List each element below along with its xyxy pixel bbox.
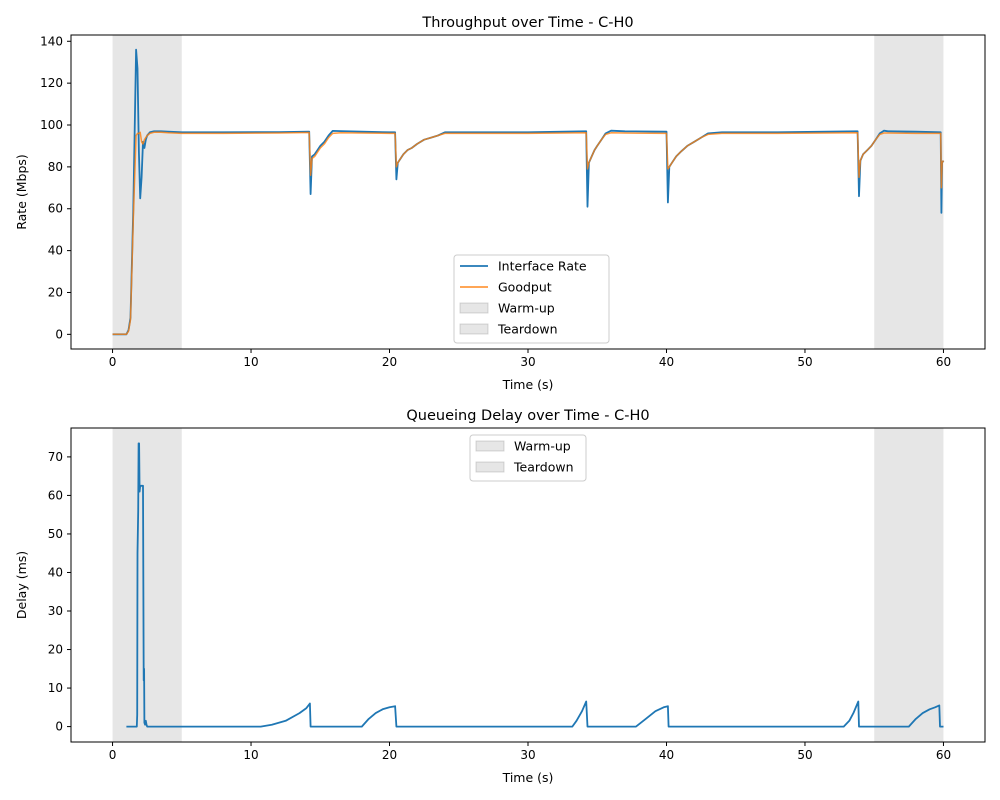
legend-label: Interface Rate xyxy=(498,259,587,274)
legend-swatch xyxy=(459,323,489,335)
x-tick-label: 20 xyxy=(382,355,397,369)
chart-title: Queueing Delay over Time - C-H0 xyxy=(406,408,649,424)
chart-title: Throughput over Time - C-H0 xyxy=(421,15,633,31)
y-tick-label: 40 xyxy=(48,244,63,258)
x-tick-label: 20 xyxy=(382,748,397,762)
x-tick-label: 40 xyxy=(659,748,674,762)
legend-label: Goodput xyxy=(498,280,552,295)
legend-label: Teardown xyxy=(513,460,574,475)
y-tick-label: 20 xyxy=(48,643,63,657)
chart-2: 0 10 20 30 40 50 60 0 10 20 30 40 50 60 70 Queueing Del… xyxy=(14,408,986,785)
y-tick-label: 10 xyxy=(48,681,63,695)
y-tick-label: 0 xyxy=(55,720,63,734)
x-tick-label: 10 xyxy=(243,355,258,369)
x-axis-label: Time (s) xyxy=(502,770,554,785)
x-tick-label: 40 xyxy=(659,355,674,369)
x-tick-label: 60 xyxy=(936,355,951,369)
series-line-delay xyxy=(126,442,944,728)
legend-box xyxy=(453,254,610,344)
x-tick-label: 60 xyxy=(936,748,951,762)
x-tick-label: 0 xyxy=(109,355,117,369)
shaded-region-warm-up xyxy=(112,428,182,742)
y-tick-label: 100 xyxy=(40,118,63,132)
shaded-region-warm-up xyxy=(112,35,182,349)
y-tick-label: 120 xyxy=(40,76,63,90)
x-tick-label: 50 xyxy=(797,748,812,762)
chart-1: 0 10 20 30 40 50 60 0 20 40 60 80 100 120 140 Throughpu… xyxy=(14,15,986,392)
legend-swatch xyxy=(475,440,505,452)
legend-swatch xyxy=(459,302,489,314)
legend-label: Warm-up xyxy=(498,301,555,316)
y-tick-label: 70 xyxy=(48,450,63,464)
y-tick-label: 30 xyxy=(48,604,63,618)
y-tick-label: 50 xyxy=(48,527,63,541)
legend: Warm-up Teardown xyxy=(469,434,587,482)
legend-label: Warm-up xyxy=(514,439,571,454)
x-tick-label: 30 xyxy=(520,748,535,762)
x-tick-label: 30 xyxy=(520,355,535,369)
series-line-goodput xyxy=(112,131,945,336)
x-axis-label: Time (s) xyxy=(502,377,554,392)
y-tick-label: 0 xyxy=(55,327,63,341)
y-tick-label: 20 xyxy=(48,285,63,299)
legend-box xyxy=(469,434,587,482)
y-axis-label: Delay (ms) xyxy=(14,551,29,619)
x-tick-label: 50 xyxy=(797,355,812,369)
legend-swatch xyxy=(475,461,505,473)
series-group xyxy=(126,442,944,728)
series-group xyxy=(112,48,945,336)
shaded-region-teardown xyxy=(874,35,944,349)
legend-label: Teardown xyxy=(497,322,558,337)
x-tick-label: 10 xyxy=(243,748,258,762)
y-tick-label: 80 xyxy=(48,160,63,174)
y-tick-label: 40 xyxy=(48,565,63,579)
legend: Interface Rate Goodput Warm-up Teardown xyxy=(453,254,610,344)
y-axis-label: Rate (Mbps) xyxy=(14,154,29,230)
y-tick-label: 60 xyxy=(48,488,63,502)
x-tick-label: 0 xyxy=(109,748,117,762)
y-tick-label: 60 xyxy=(48,202,63,216)
shaded-region-teardown xyxy=(874,428,944,742)
y-tick-label: 140 xyxy=(40,34,63,48)
